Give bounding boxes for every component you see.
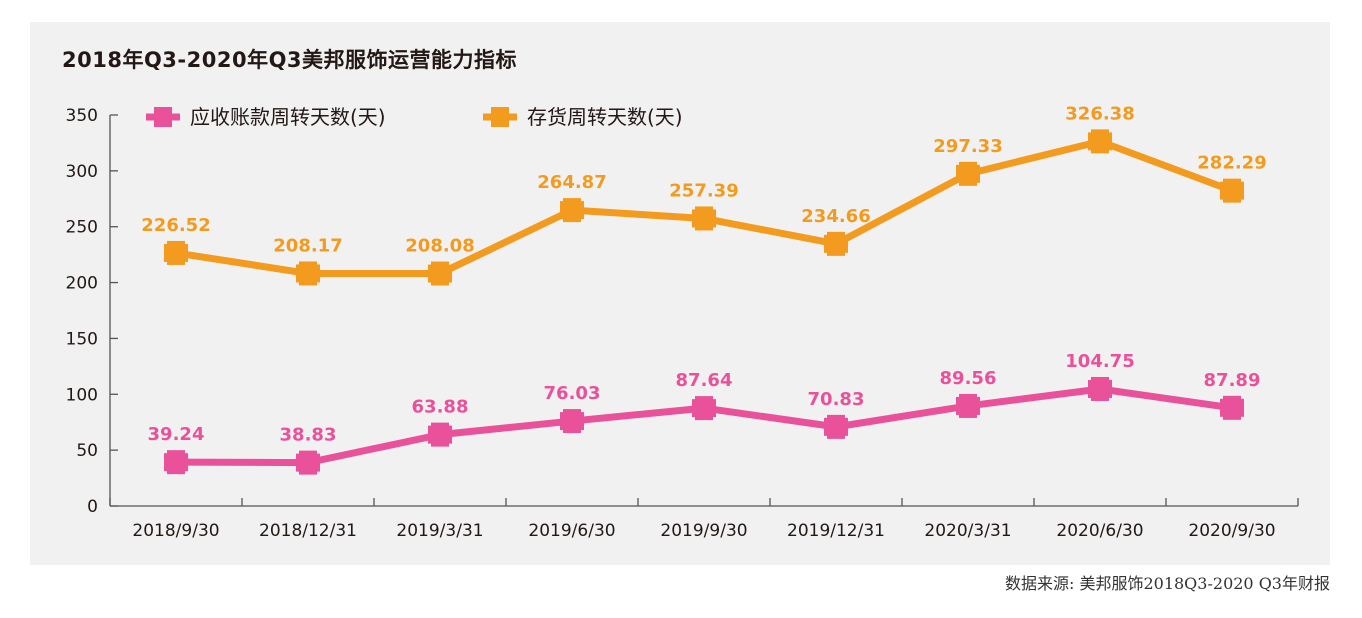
- data-point-marker: [959, 161, 977, 186]
- data-source: 数据来源: 美邦服饰2018Q3-2020 Q3年财报: [1004, 574, 1330, 593]
- legend-marker: [154, 107, 172, 127]
- x-tick-label: 2020/6/30: [1056, 521, 1143, 541]
- data-point-marker: [167, 240, 185, 265]
- y-tick-label: 250: [66, 218, 98, 238]
- data-point-marker: [299, 450, 317, 475]
- y-tick-label: 200: [66, 274, 98, 294]
- data-point-marker: [167, 450, 185, 475]
- data-point-marker: [1223, 178, 1241, 203]
- legend-marker: [491, 107, 509, 127]
- y-tick-label: 50: [76, 441, 98, 461]
- data-point-marker: [1091, 376, 1109, 401]
- x-tick-label: 2018/12/31: [259, 521, 357, 541]
- data-point-marker: [563, 198, 581, 223]
- y-tick-label: 350: [66, 106, 98, 126]
- x-tick-label: 2019/9/30: [660, 521, 747, 541]
- data-point-marker: [695, 206, 713, 231]
- y-tick-label: 150: [66, 329, 98, 349]
- data-point-marker: [827, 414, 845, 439]
- x-tick-label: 2019/3/31: [396, 521, 483, 541]
- data-point-marker: [1091, 129, 1109, 154]
- data-label: 208.08: [405, 236, 474, 257]
- data-label: 76.03: [544, 383, 601, 404]
- x-tick-label: 2018/9/30: [132, 521, 219, 541]
- data-label: 63.88: [412, 397, 469, 418]
- data-label: 257.39: [669, 180, 738, 201]
- x-tick-label: 2020/3/31: [924, 521, 1011, 541]
- x-tick-label: 2019/6/30: [528, 521, 615, 541]
- data-label: 226.52: [141, 215, 210, 236]
- data-point-marker: [431, 422, 449, 447]
- y-tick-label: 300: [66, 162, 98, 182]
- data-point-marker: [563, 409, 581, 434]
- data-label: 70.83: [808, 389, 865, 410]
- data-label: 234.66: [801, 206, 870, 227]
- data-point-marker: [299, 261, 317, 286]
- data-label: 282.29: [1197, 153, 1266, 174]
- chart-title: 2018年Q3-2020年Q3美邦服饰运营能力指标: [62, 48, 518, 72]
- data-label: 39.24: [148, 424, 205, 445]
- data-label: 87.89: [1204, 370, 1261, 391]
- y-tick-label: 100: [66, 385, 98, 405]
- data-label: 297.33: [933, 136, 1002, 157]
- data-label: 38.83: [280, 425, 337, 446]
- data-label: 89.56: [940, 368, 997, 389]
- data-label: 326.38: [1065, 103, 1134, 124]
- legend-label: 应收账款周转天数(天): [190, 105, 386, 129]
- data-point-marker: [1223, 395, 1241, 420]
- data-label: 264.87: [537, 172, 606, 193]
- x-tick-label: 2019/12/31: [787, 521, 885, 541]
- data-point-marker: [695, 396, 713, 421]
- y-tick-label: 0: [87, 497, 98, 517]
- data-label: 208.17: [273, 235, 342, 256]
- legend-label: 存货周转天数(天): [527, 105, 683, 129]
- data-point-marker: [431, 261, 449, 286]
- x-tick-label: 2020/9/30: [1188, 521, 1275, 541]
- data-label: 104.75: [1065, 351, 1134, 372]
- data-point-marker: [827, 231, 845, 256]
- data-label: 87.64: [676, 370, 733, 391]
- chart-panel: [30, 22, 1330, 565]
- data-point-marker: [959, 393, 977, 418]
